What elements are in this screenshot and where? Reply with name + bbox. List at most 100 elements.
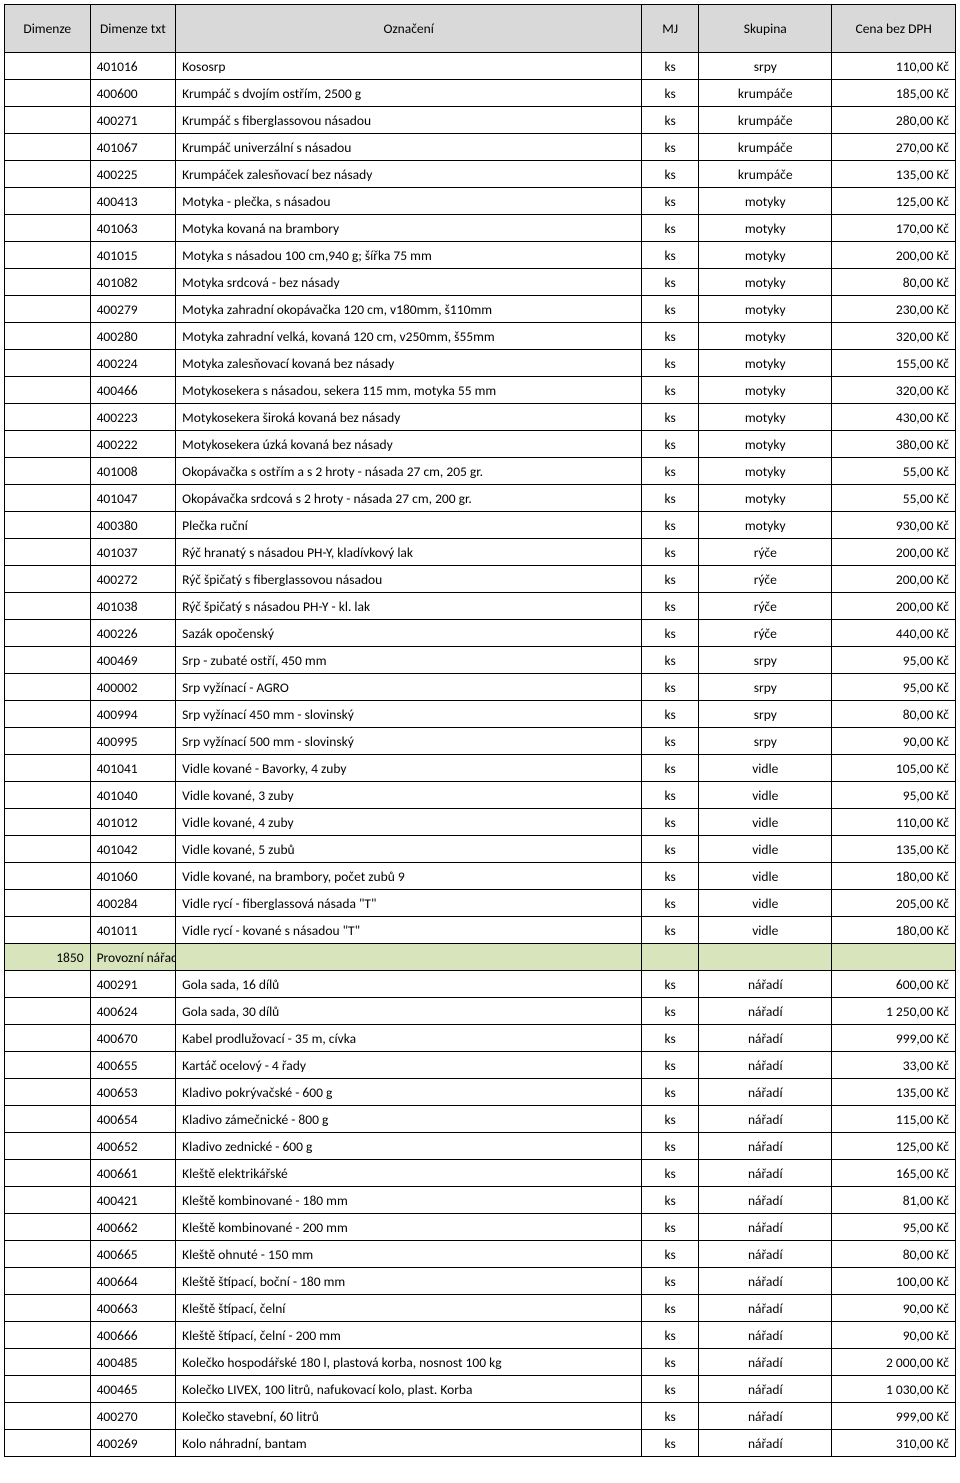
cell-dimenze — [5, 107, 91, 134]
cell-dimenze — [5, 188, 91, 215]
cell-dimenze-txt: 401042 — [90, 836, 176, 863]
cell-skupina: nářadí — [699, 1403, 832, 1430]
cell-cena: 90,00 Kč — [832, 1322, 956, 1349]
cell-mj: ks — [642, 53, 699, 80]
cell-cena: 170,00 Kč — [832, 215, 956, 242]
cell-dimenze-txt: 401041 — [90, 755, 176, 782]
table-row: 401016Kososrpkssrpy110,00 Kč — [5, 53, 956, 80]
cell-cena: 930,00 Kč — [832, 512, 956, 539]
cell-skupina: srpy — [699, 53, 832, 80]
table-row: 401047Okopávačka srdcová s 2 hroty - nás… — [5, 485, 956, 512]
cell-oznaceni: Krumpáč s fiberglassovou násadou — [176, 107, 642, 134]
cell-dimenze — [5, 566, 91, 593]
cell-cena: 95,00 Kč — [832, 782, 956, 809]
cell-dimenze-txt: 400670 — [90, 1025, 176, 1052]
cell-dimenze-txt: 401016 — [90, 53, 176, 80]
cell-skupina: srpy — [699, 674, 832, 701]
cell-dimenze — [5, 431, 91, 458]
cell-dimenze — [5, 1133, 91, 1160]
cell-dimenze-txt: 400485 — [90, 1349, 176, 1376]
cell-mj: ks — [642, 566, 699, 593]
table-row: 400666Kleště štípací, čelní - 200 mmksná… — [5, 1322, 956, 1349]
cell-skupina: vidle — [699, 755, 832, 782]
table-row: 400002Srp vyžínací - AGROkssrpy95,00 Kč — [5, 674, 956, 701]
cell-mj: ks — [642, 890, 699, 917]
cell-cena: 1 250,00 Kč — [832, 998, 956, 1025]
cell-cena: 999,00 Kč — [832, 1403, 956, 1430]
cell-dimenze — [5, 620, 91, 647]
cell-dimenze — [5, 80, 91, 107]
cell-mj: ks — [642, 755, 699, 782]
cell-dimenze — [5, 350, 91, 377]
cell-dimenze-txt: 401012 — [90, 809, 176, 836]
cell-dimenze — [5, 539, 91, 566]
cell-mj: ks — [642, 512, 699, 539]
cell-dimenze — [5, 1322, 91, 1349]
cell-mj: ks — [642, 647, 699, 674]
cell-skupina: rýče — [699, 593, 832, 620]
table-row: 400655Kartáč ocelový - 4 řadyksnářadí33,… — [5, 1052, 956, 1079]
cell-mj: ks — [642, 782, 699, 809]
table-row: 400465Kolečko LIVEX, 100 litrů, nafukova… — [5, 1376, 956, 1403]
cell-cena: 200,00 Kč — [832, 242, 956, 269]
table-row: 400225Krumpáček zalesňovací bez násadyks… — [5, 161, 956, 188]
cell-skupina: krumpáče — [699, 107, 832, 134]
cell-oznaceni: Gola sada, 16 dílů — [176, 971, 642, 998]
cell-dimenze-txt: 400661 — [90, 1160, 176, 1187]
cell-dimenze-txt: 400655 — [90, 1052, 176, 1079]
cell-dimenze-txt: 400653 — [90, 1079, 176, 1106]
cell-mj: ks — [642, 1187, 699, 1214]
cell-dimenze-txt: 400270 — [90, 1403, 176, 1430]
cell-mj: ks — [642, 350, 699, 377]
cell-skupina: srpy — [699, 701, 832, 728]
cell-dimenze — [5, 1403, 91, 1430]
cell-dimenze — [5, 485, 91, 512]
cell-mj: ks — [642, 1295, 699, 1322]
cell-oznaceni: Vidle kované, 5 zubů — [176, 836, 642, 863]
cell-mj: ks — [642, 215, 699, 242]
table-row: 400226Sazák opočenskýksrýče440,00 Kč — [5, 620, 956, 647]
cell-oznaceni: Motyka - plečka, s násadou — [176, 188, 642, 215]
cell-dimenze — [5, 647, 91, 674]
cell-cena: 205,00 Kč — [832, 890, 956, 917]
cell-dimenze — [5, 1349, 91, 1376]
cell-cena: 110,00 Kč — [832, 809, 956, 836]
cell-skupina: motyky — [699, 242, 832, 269]
cell-skupina: motyky — [699, 296, 832, 323]
table-row: 400995Srp vyžínací 500 mm - slovinskýkss… — [5, 728, 956, 755]
table-row: 400654Kladivo zámečnické - 800 gksnářadí… — [5, 1106, 956, 1133]
cell-oznaceni: Kleště štípací, čelní - 200 mm — [176, 1322, 642, 1349]
cell-dimenze — [5, 674, 91, 701]
cell-oznaceni: Motykosekera široká kovaná bez násady — [176, 404, 642, 431]
cell-cena: 380,00 Kč — [832, 431, 956, 458]
cell-dimenze-txt: 400469 — [90, 647, 176, 674]
cell-mj: ks — [642, 1403, 699, 1430]
cell-dimenze-txt: 400994 — [90, 701, 176, 728]
cell-dimenze — [5, 215, 91, 242]
cell-dimenze — [5, 1025, 91, 1052]
cell-oznaceni: Motyka s násadou 100 cm,940 g; šířka 75 … — [176, 242, 642, 269]
cell-skupina: nářadí — [699, 1376, 832, 1403]
cell-cena: 55,00 Kč — [832, 485, 956, 512]
table-row: 401040Vidle kované, 3 zubyksvidle95,00 K… — [5, 782, 956, 809]
cell-oznaceni: Kolečko stavební, 60 litrů — [176, 1403, 642, 1430]
cell-dimenze — [5, 1187, 91, 1214]
cell-dimenze-txt: 400279 — [90, 296, 176, 323]
cell-dimenze-txt: 401008 — [90, 458, 176, 485]
table-row: 400466Motykosekera s násadou, sekera 115… — [5, 377, 956, 404]
cell-dimenze-txt: 400226 — [90, 620, 176, 647]
table-row: 400222Motykosekera úzká kovaná bez násad… — [5, 431, 956, 458]
cell-skupina: motyky — [699, 431, 832, 458]
cell-cena: 33,00 Kč — [832, 1052, 956, 1079]
table-row: 400280Motyka zahradní velká, kovaná 120 … — [5, 323, 956, 350]
cell-dimenze — [5, 701, 91, 728]
cell-cena: 1 030,00 Kč — [832, 1376, 956, 1403]
cell-mj: ks — [642, 1214, 699, 1241]
cell-cena: 230,00 Kč — [832, 296, 956, 323]
cell-dimenze-txt: 400652 — [90, 1133, 176, 1160]
cell-mj: ks — [642, 1430, 699, 1457]
cell-cena: 180,00 Kč — [832, 863, 956, 890]
cell-mj: ks — [642, 458, 699, 485]
table-row: 400223Motykosekera široká kovaná bez nás… — [5, 404, 956, 431]
cell-mj: ks — [642, 593, 699, 620]
